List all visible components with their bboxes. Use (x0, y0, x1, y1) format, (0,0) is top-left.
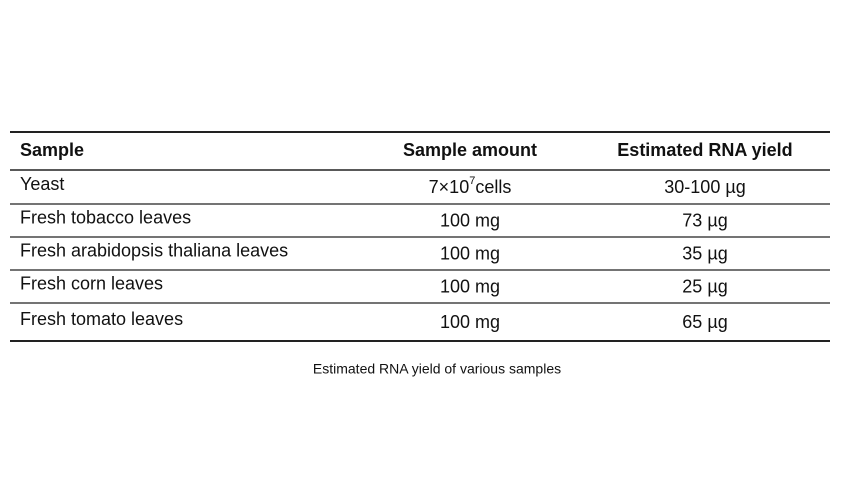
table-caption: Estimated RNA yield of various samples (313, 361, 561, 377)
table-cell: 100 mg (440, 312, 500, 332)
table-cell: Fresh arabidopsis thaliana leaves (20, 240, 288, 260)
table-cell: 100 mg (440, 243, 500, 263)
table-cell: Yeast (20, 174, 64, 194)
cell-superscript: 7 (469, 175, 475, 187)
header-cell: Sample (20, 140, 84, 160)
table-cell: 65 µg (682, 312, 727, 332)
table-cell: 7×107cells (429, 175, 512, 197)
table-cell: 100 mg (440, 210, 500, 230)
header-cell: Sample amount (403, 140, 537, 160)
table-cell: 100 mg (440, 276, 500, 296)
table-cell: Fresh corn leaves (20, 273, 163, 293)
table-cell: Fresh tomato leaves (20, 309, 183, 329)
table-cell: 25 µg (682, 276, 727, 296)
table-cell: 30-100 µg (664, 177, 745, 197)
cell-base: 7×10 (429, 177, 470, 197)
header-cell: Estimated RNA yield (617, 140, 792, 160)
cell-unit: cells (475, 177, 511, 197)
table-cell: 35 µg (682, 243, 727, 263)
table-cell: Fresh tobacco leaves (20, 207, 191, 227)
table-cell: 73 µg (682, 210, 727, 230)
